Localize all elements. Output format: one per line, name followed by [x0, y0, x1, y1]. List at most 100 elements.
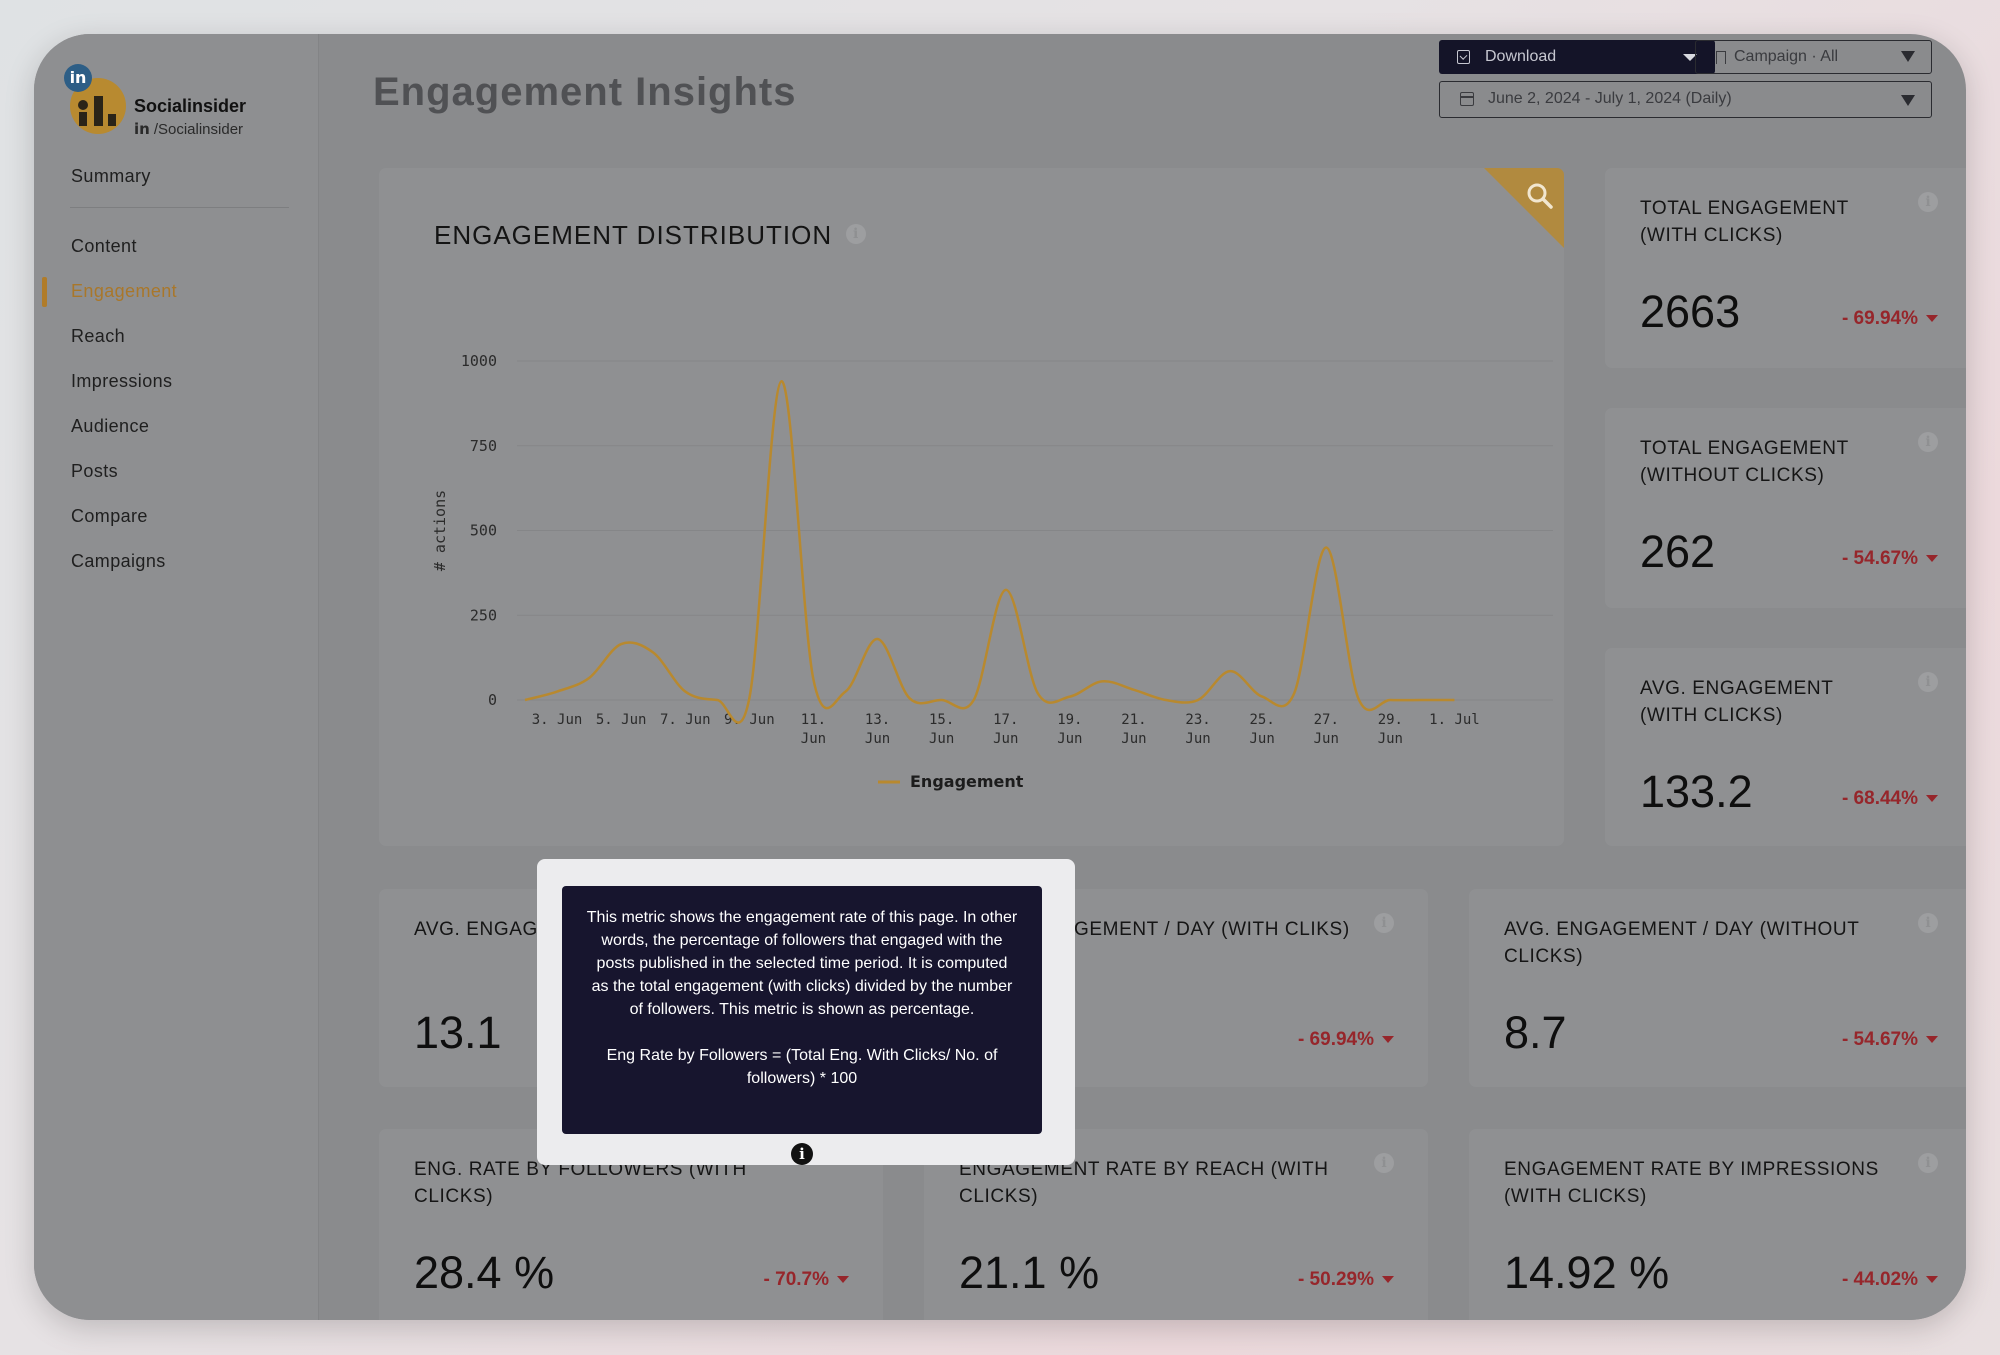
- sidebar-item-campaigns[interactable]: Campaigns: [71, 551, 166, 571]
- x-tick-label-line: 11.: [801, 712, 826, 728]
- metric-card-engagement-rate-by-reach: ENGAGEMENT RATE BY REACH (WITH CLICKS) i …: [924, 1129, 1428, 1320]
- brand-profile[interactable]: in Socialinsider in/Socialinsider: [64, 52, 310, 138]
- sidebar-item-audience[interactable]: Audience: [71, 416, 150, 436]
- nav-divider: [70, 207, 289, 208]
- campaign-label: Campaign · All: [1734, 48, 1839, 65]
- metric-title-line: ENGAGEMENT RATE BY IMPRESSIONS: [1504, 1159, 1879, 1180]
- sidebar-item-reach[interactable]: Reach: [71, 326, 126, 346]
- x-tick-label-line: Jun: [1121, 731, 1146, 747]
- chart-title: ENGAGEMENT DISTRIBUTION i: [434, 220, 867, 251]
- trend-down-icon: [1382, 1036, 1394, 1044]
- metric-change-value: - 69.94%: [1297, 1029, 1374, 1050]
- info-icon[interactable]: i: [1918, 913, 1938, 933]
- x-tick-label: 19. Jun: [1057, 712, 1082, 747]
- sidebar-item-impressions[interactable]: Impressions: [71, 371, 173, 391]
- x-tick-label-line: Jun: [1250, 731, 1275, 747]
- x-tick-label-line: 29.: [1378, 712, 1403, 728]
- info-icon[interactable]: i: [1374, 1153, 1394, 1173]
- x-tick-label-line: 9. Jun: [724, 712, 775, 728]
- metric-change-value: - 54.67%: [1841, 1029, 1918, 1050]
- x-tick-label-line: Jun: [1185, 731, 1210, 747]
- chart-title-text: ENGAGEMENT DISTRIBUTION: [434, 220, 833, 250]
- metric-card-avg-engagement-with-clicks: AVG. ENGAGEMENT (WITH CLICKS) i 133.2 - 6…: [1605, 648, 1966, 846]
- campaign-select[interactable]: Campaign · All: [1695, 40, 1932, 74]
- sidebar-item-summary[interactable]: Summary: [71, 166, 151, 186]
- brand-name: Socialinsider: [134, 96, 247, 116]
- x-tick-label-line: 1. Jul: [1429, 712, 1480, 728]
- download-label: Download: [1485, 48, 1557, 65]
- bookmark-icon: [1716, 51, 1726, 64]
- metric-change-value: - 68.44%: [1841, 788, 1918, 809]
- info-icon[interactable]: i: [1918, 192, 1938, 212]
- sidebar-item-posts[interactable]: Posts: [71, 461, 119, 481]
- metric-change-value: - 70.7%: [763, 1269, 829, 1290]
- tooltip-formula: Eng Rate by Followers = (Total Eng. With…: [606, 1047, 998, 1087]
- sidebar-item-engagement[interactable]: Engagement: [34, 269, 319, 314]
- page-title: Engagement Insights: [373, 70, 797, 114]
- sidebar: in Socialinsider in/Socialinsider Summar…: [34, 34, 319, 1320]
- brand-handle-text: /Socialinsider: [153, 121, 244, 138]
- info-icon[interactable]: i: [791, 1143, 813, 1165]
- info-icon[interactable]: i: [1918, 432, 1938, 452]
- x-tick-label: 29. Jun: [1378, 712, 1403, 747]
- metric-title: AVG. ENGAGEMENT (WITH CLICKS): [1640, 675, 1833, 729]
- search-icon[interactable]: [1526, 182, 1554, 210]
- metric-card-total-engagement-without-clicks: TOTAL ENGAGEMENT (WITHOUT CLICKS) i 262 -…: [1605, 408, 1966, 608]
- metric-title-line: (WITH CLICKS): [1640, 705, 1783, 726]
- metric-value: 28.4 %: [414, 1247, 555, 1298]
- x-tick-label-line: 23.: [1185, 712, 1210, 728]
- metric-title-line: TOTAL ENGAGEMENT: [1640, 438, 1849, 459]
- metric-value: 2663: [1640, 286, 1741, 337]
- metric-title: TOTAL ENGAGEMENT (WITH CLICKS): [1640, 195, 1849, 249]
- metric-change-value: - 54.67%: [1841, 548, 1918, 569]
- y-tick-label: 500: [470, 522, 497, 540]
- sidebar-item-content[interactable]: Content: [71, 236, 137, 256]
- metric-value: 21.1 %: [959, 1247, 1100, 1298]
- metric-change: - 68.44%: [1842, 788, 1938, 810]
- metric-title-line: AVG. ENGAGEMENT: [1640, 678, 1834, 699]
- info-icon[interactable]: i: [846, 224, 867, 245]
- y-tick-label: 250: [470, 606, 497, 624]
- info-icon[interactable]: i: [1374, 913, 1394, 933]
- download-button[interactable]: Download: [1439, 40, 1715, 74]
- x-tick-label: 15. Jun: [929, 712, 954, 747]
- x-tick-label-line: 17.: [993, 712, 1018, 728]
- x-tick-label-line: Jun: [1378, 731, 1403, 747]
- trend-down-icon: [1926, 795, 1938, 803]
- date-range-label: June 2, 2024 - July 1, 2024 (Daily): [1488, 90, 1732, 107]
- x-tick-label-line: Jun: [1057, 731, 1082, 747]
- info-icon[interactable]: i: [1918, 1153, 1938, 1173]
- metric-change: - 50.29%: [1298, 1269, 1394, 1291]
- metric-change: - 54.67%: [1842, 548, 1938, 570]
- chevron-down-icon: [1901, 95, 1915, 106]
- x-tick-label-line: 15.: [929, 712, 954, 728]
- metric-title-line: (WITHOUT CLICKS): [1640, 465, 1825, 486]
- date-range-select[interactable]: June 2, 2024 - July 1, 2024 (Daily): [1439, 81, 1932, 118]
- metric-tooltip: This metric shows the engagement rate of…: [562, 886, 1042, 1134]
- x-tick-label: 21. Jun: [1121, 712, 1146, 747]
- chevron-down-icon: [1901, 51, 1915, 62]
- metric-value: 13.1: [414, 1007, 502, 1058]
- metric-value: 8.7: [1504, 1007, 1567, 1058]
- metric-card-avg-engagement-day-without-clicks: AVG. ENGAGEMENT / DAY (WITHOUT CLICKS) i …: [1469, 889, 1966, 1087]
- metric-title-line: CLICKS): [1504, 946, 1584, 967]
- y-axis-label: # actions: [431, 490, 449, 571]
- metric-title: ENGAGEMENT RATE BY IMPRESSIONS (WITH CLIC…: [1504, 1156, 1879, 1210]
- y-tick-label: 1000: [461, 352, 497, 370]
- x-tick-label-line: 21.: [1121, 712, 1146, 728]
- linkedin-icon: in: [64, 64, 92, 92]
- info-icon[interactable]: i: [1918, 672, 1938, 692]
- metric-value: 133.2: [1640, 766, 1753, 817]
- x-tick-label-line: 19.: [1057, 712, 1082, 728]
- metric-title-line: (WITH CLICKS): [1504, 1186, 1647, 1207]
- x-tick-label: 13. Jun: [865, 712, 890, 747]
- series-line-engagement: [524, 380, 1455, 724]
- x-tick-label-line: 3. Jun: [532, 712, 583, 728]
- tooltip-description: This metric shows the engagement rate of…: [586, 909, 1018, 1018]
- metric-change: - 69.94%: [1842, 308, 1938, 330]
- engagement-line-chart: 0 250 500 750 1000 # actions 3. Jun 5. Jun 7. Ju…: [431, 352, 1553, 791]
- metric-title: GEMENT / DAY (WITH CLIKS): [1074, 919, 1350, 940]
- metric-change-value: - 50.29%: [1297, 1269, 1374, 1290]
- brand-handle: in/Socialinsider: [134, 120, 243, 138]
- sidebar-item-compare[interactable]: Compare: [71, 506, 148, 526]
